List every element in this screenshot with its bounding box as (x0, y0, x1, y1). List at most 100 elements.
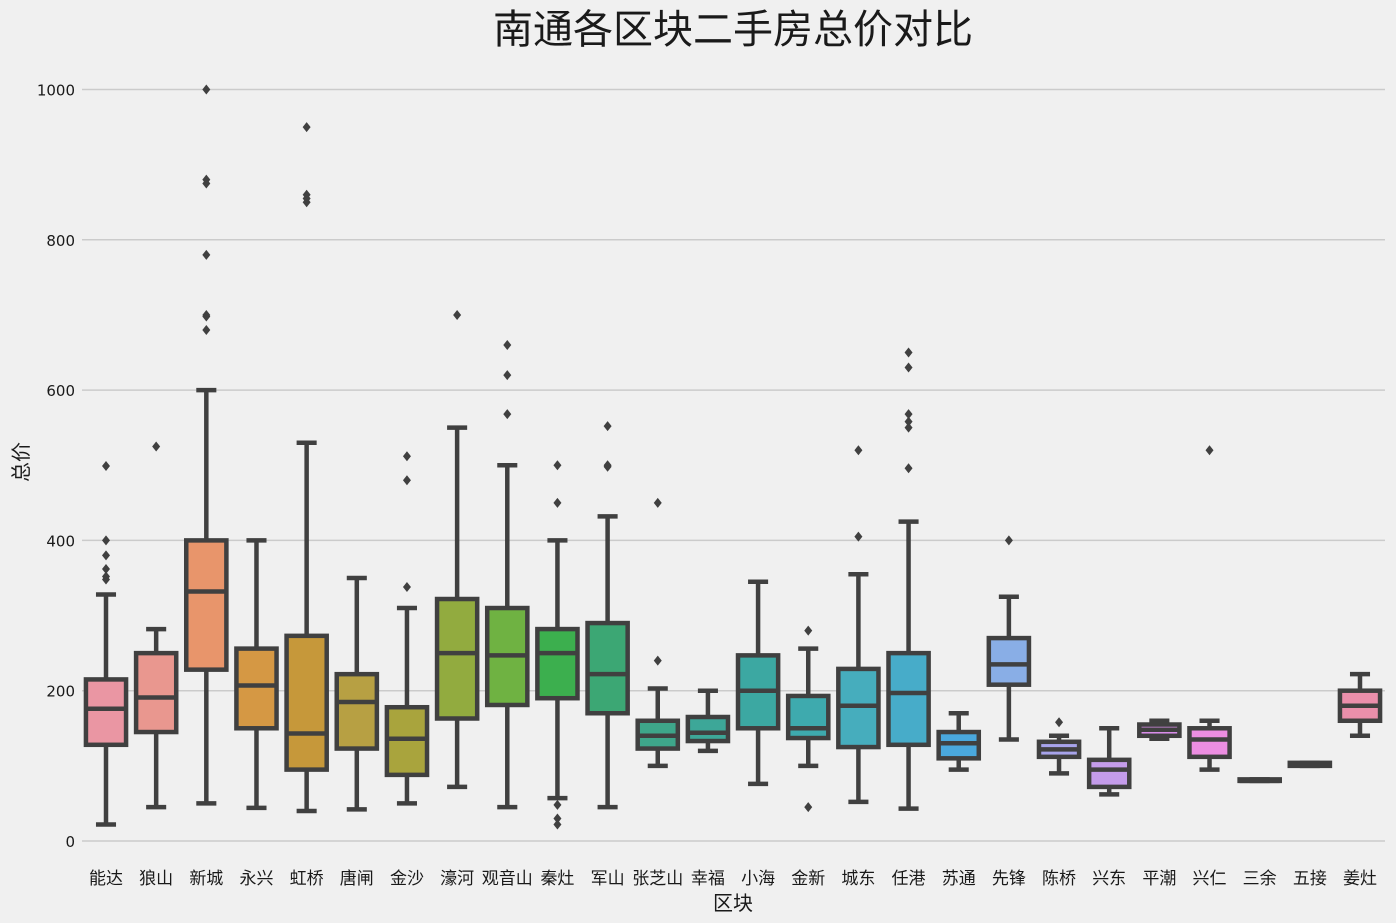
x-tick-label: 平潮 (1142, 869, 1176, 889)
x-axis-ticks: 能达 狼山 新城 永兴 虹桥 唐闸 金沙 濠河 观音山 秦灶 军山 张芝山 幸福 小海 金新 城东 任港 苏通 先锋… (89, 868, 1377, 889)
outlier-point (804, 802, 813, 813)
box-姜灶 (1337, 671, 1383, 739)
y-tick-label: 0 (65, 833, 75, 851)
x-tick-label: 幸福 (691, 869, 725, 889)
box-body (334, 671, 380, 751)
box-永兴 (234, 538, 279, 811)
outlier-point (102, 571, 110, 582)
box-body (384, 704, 430, 778)
outlier-point (653, 655, 662, 666)
box-兴东 (1086, 726, 1132, 797)
box-城东 (836, 445, 881, 805)
y-axis-label: 总价 (9, 442, 33, 482)
outlier-point (904, 416, 913, 427)
x-tick-label: 张芝山 (632, 869, 683, 889)
x-tick-label: 任港 (892, 869, 926, 889)
outlier-point (1004, 535, 1013, 546)
box-body (133, 650, 179, 735)
y-tick-label: 400 (46, 532, 75, 550)
y-tick-label: 600 (46, 382, 75, 400)
box-苏通 (936, 710, 982, 772)
y-axis-ticks: 0 200 400 600 800 1000 (37, 82, 75, 852)
outlier-point (854, 531, 863, 542)
box-兴仁 (1187, 445, 1232, 772)
x-tick-label: 金沙 (390, 869, 424, 889)
outlier-point (202, 84, 211, 95)
box-任港 (886, 347, 931, 811)
x-tick-label: 陈桥 (1042, 869, 1076, 889)
outlier-point (302, 122, 311, 133)
box-body (234, 646, 279, 731)
outlier-point (302, 189, 311, 200)
x-tick-label: 永兴 (239, 869, 273, 889)
outlier-point (553, 813, 562, 824)
outlier-point (904, 347, 913, 358)
outlier-point (102, 461, 110, 472)
chart-title: 南通各区块二手房总价对比 (493, 7, 973, 53)
box-陈桥 (1036, 717, 1082, 776)
box-body (1086, 757, 1132, 790)
outlier-point (854, 445, 863, 456)
box-张芝山 (635, 497, 681, 769)
outlier-point (102, 563, 110, 574)
box-能达 (83, 461, 129, 827)
outlier-point (202, 249, 211, 260)
x-tick-label: 濠河 (440, 869, 474, 889)
y-tick-label: 200 (46, 683, 75, 701)
x-tick-label: 虹桥 (290, 869, 324, 889)
box-金沙 (384, 451, 430, 806)
box-body (434, 596, 480, 721)
x-axis-label: 区块 (713, 891, 753, 915)
box-三余 (1237, 777, 1282, 784)
box-金新 (785, 625, 831, 813)
box-body (986, 635, 1032, 687)
box-新城 (184, 84, 229, 806)
outlier-point (1205, 445, 1214, 456)
outlier-point (553, 497, 562, 508)
x-tick-label: 观音山 (482, 869, 533, 889)
box-body (685, 714, 731, 744)
box-series (83, 84, 1383, 830)
box-body (886, 650, 931, 748)
outlier-point (402, 451, 411, 462)
outlier-point (904, 362, 913, 373)
outlier-point (503, 409, 512, 420)
x-tick-label: 小海 (741, 869, 775, 889)
y-tick-label: 800 (46, 232, 75, 250)
outlier-point (503, 370, 512, 381)
x-tick-label: 秦灶 (540, 869, 574, 889)
outlier-point (804, 625, 813, 636)
x-tick-label: 军山 (591, 869, 625, 889)
outlier-point (603, 421, 612, 432)
outlier-point (553, 819, 562, 830)
box-狼山 (133, 441, 179, 810)
x-tick-label: 兴仁 (1193, 869, 1227, 889)
box-虹桥 (284, 122, 329, 814)
x-tick-label: 能达 (89, 869, 123, 889)
x-tick-label: 五接 (1293, 869, 1327, 889)
outlier-point (553, 799, 562, 810)
box-小海 (735, 579, 781, 787)
x-tick-label: 兴东 (1092, 869, 1126, 889)
outlier-point (202, 309, 211, 320)
outlier-point (653, 497, 662, 508)
box-军山 (585, 421, 630, 810)
box-body (284, 633, 329, 772)
outlier-point (1055, 717, 1064, 728)
outlier-point (553, 460, 562, 471)
outlier-point (102, 550, 110, 561)
outlier-point (904, 463, 913, 474)
x-tick-label: 先锋 (992, 869, 1026, 889)
x-tick-label: 城东 (841, 869, 875, 889)
box-body (785, 693, 831, 741)
box-秦灶 (535, 460, 580, 830)
x-tick-label: 唐闸 (340, 868, 374, 889)
x-tick-label: 三余 (1243, 869, 1277, 889)
x-tick-label: 金新 (791, 869, 825, 889)
box-body (1187, 726, 1232, 760)
box-平潮 (1137, 718, 1182, 742)
box-唐闸 (334, 575, 380, 812)
x-tick-label: 狼山 (139, 869, 173, 889)
